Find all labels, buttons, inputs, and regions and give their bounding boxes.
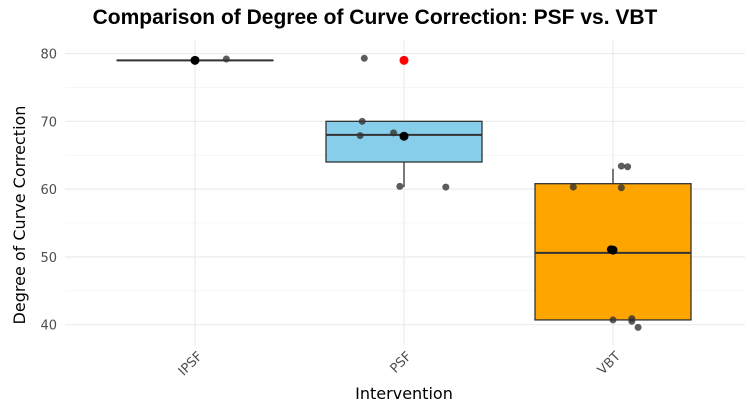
- y-tick-label-80: 80: [40, 48, 57, 63]
- x-tick-label-ipsf: IPSF: [176, 349, 206, 379]
- point-psf-6: [356, 132, 364, 140]
- point-psf-5: [390, 129, 398, 137]
- point-vbt-15: [606, 245, 615, 254]
- y-tick-label-70: 70: [40, 115, 57, 130]
- x-tick-label-psf: PSF: [388, 349, 415, 376]
- point-psf-2: [360, 54, 368, 62]
- point-vbt-16: [609, 316, 617, 324]
- y-axis-label: Degree of Curve Correction: [10, 106, 29, 325]
- point-psf-7: [399, 131, 409, 141]
- point-vbt-18: [628, 317, 636, 325]
- chart-title: Comparison of Degree of Curve Correction…: [92, 6, 658, 29]
- box-psf: [325, 120, 483, 163]
- point-vbt-11: [624, 163, 632, 171]
- y-tick-label-40: 40: [40, 319, 57, 334]
- y-tick-label-60: 60: [40, 183, 57, 198]
- point-psf-8: [396, 182, 404, 190]
- point-vbt-19: [634, 323, 642, 331]
- x-axis-ticks: IPSF PSF VBT: [176, 349, 624, 379]
- y-tick-label-50: 50: [40, 251, 57, 266]
- point-psf-3: [399, 55, 409, 65]
- point-psf-9: [442, 183, 450, 191]
- point-group: [190, 54, 642, 331]
- point-ipsf-0: [190, 55, 200, 65]
- y-axis-ticks: 40 50 60 70 80: [40, 48, 57, 334]
- x-tick-label-vbt: VBT: [595, 349, 624, 378]
- point-vbt-10: [617, 162, 625, 170]
- point-psf-4: [358, 117, 366, 125]
- x-axis-label: Intervention: [355, 384, 453, 403]
- point-vbt-13: [617, 184, 625, 192]
- point-ipsf-1: [222, 55, 230, 63]
- point-vbt-12: [569, 183, 577, 191]
